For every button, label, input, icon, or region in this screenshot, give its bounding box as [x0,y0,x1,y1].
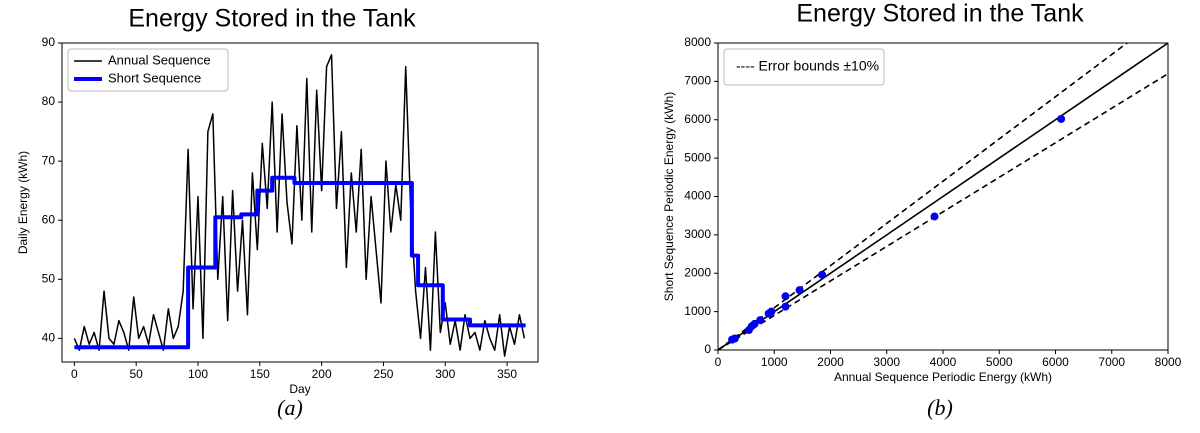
y-tick-label: 5000 [684,150,711,164]
caption: (a) [277,395,303,420]
y-tick-label: 8000 [684,35,711,49]
x-tick-label: 3000 [873,355,900,369]
x-tick-label: 250 [373,367,393,381]
x-axis-label: Annual Sequence Periodic Energy (kWh) [834,370,1052,384]
x-tick-label: 2000 [817,355,844,369]
y-axis-label: Short Sequence Periodic Energy (kWh) [662,92,676,301]
x-tick-label: 50 [130,367,144,381]
y-tick-label: 40 [42,331,56,345]
x-tick-label: 300 [435,367,455,381]
data-point [781,292,790,301]
reference-line [718,43,1168,350]
legend-label: ---- Error bounds ±10% [736,58,879,74]
caption: (b) [927,395,953,420]
data-point [750,319,759,328]
y-tick-label: 0 [704,342,711,356]
y-tick-label: 7000 [684,74,711,88]
y-tick-label: 90 [42,35,56,49]
x-tick-label: 1000 [761,355,788,369]
data-line [73,54,526,357]
x-tick-label: 100 [188,367,208,381]
data-point [730,334,739,343]
y-tick-label: 50 [42,271,56,285]
x-tick-label: 150 [250,367,270,381]
data-point [795,286,804,295]
y-axis-label: Daily Energy (kWh) [16,151,30,254]
plot-area [73,54,526,357]
data-point [756,316,765,325]
x-tick-label: 0 [71,367,78,381]
plot-frame [61,42,539,363]
legend-label: Short Sequence [108,70,201,85]
y-tick-label: 3000 [684,227,711,241]
reference-line [718,43,1129,350]
x-tick-label: 0 [715,355,722,369]
legend-label: Annual Sequence [108,52,211,67]
x-tick-label: 8000 [1155,355,1182,369]
x-axis-label: Day [289,382,310,396]
x-tick-label: 200 [312,367,332,381]
x-tick-label: 5000 [986,355,1013,369]
y-tick-label: 6000 [684,112,711,126]
legend-box [723,48,885,86]
y-tick-label: 4000 [684,189,711,203]
y-tick-label: 60 [42,212,56,226]
y-tick-label: 70 [42,153,56,167]
data-line [74,175,526,350]
x-tick-label: 4000 [930,355,957,369]
plot-area [718,43,1168,350]
chart-title: Energy Stored in the Tank [128,5,416,33]
x-tick-label: 6000 [1042,355,1069,369]
data-point [930,212,939,221]
data-point [781,302,790,311]
data-point [818,270,827,279]
y-tick-label: 1000 [684,304,711,318]
reference-line [718,73,1168,350]
y-tick-label: 80 [42,94,56,108]
data-point [1057,114,1066,123]
x-tick-label: 7000 [1098,355,1125,369]
chart-title: Energy Stored in the Tank [796,0,1084,28]
legend-box [67,48,229,92]
data-point [767,307,776,316]
x-tick-label: 350 [497,367,517,381]
plot-frame [717,42,1169,351]
y-tick-label: 2000 [684,265,711,279]
